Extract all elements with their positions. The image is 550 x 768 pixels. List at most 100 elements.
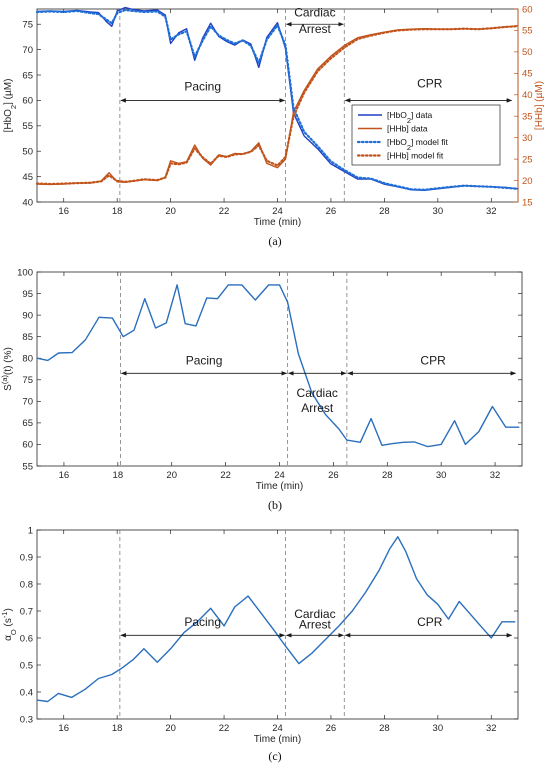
panel-caption: (a)	[268, 234, 281, 248]
y-tick-label: 1	[28, 525, 33, 536]
y2-axis-label: [HHb] (µM)	[534, 81, 545, 130]
y-axis-label: αO (s-1)	[0, 608, 18, 641]
y-tick-label: 45	[22, 172, 33, 183]
series-line-0	[36, 536, 516, 703]
y2-tick-label: 15	[522, 197, 533, 208]
y-tick-label: 70	[22, 45, 33, 56]
y2-tick-label: 20	[522, 176, 533, 187]
x-tick-label: 28	[379, 723, 390, 734]
y-tick-label: 40	[22, 197, 33, 208]
y-tick-label: 55	[22, 121, 33, 132]
legend-entry-label: [HHb] data	[387, 124, 428, 134]
y-tick-label: 75	[22, 20, 33, 31]
y2-tick-label: 30	[522, 133, 533, 144]
legend: [HbO2] data[HHb] data [HbO2] model fit[HH…	[351, 104, 501, 166]
x-tick-label: 20	[166, 470, 177, 481]
y-tick-label: 80	[22, 354, 33, 365]
phase-annotation: CPR	[417, 77, 443, 91]
y-tick-label: 0.4	[20, 687, 33, 698]
phase-annotation: Arrest	[299, 22, 332, 36]
y-tick-label: 0.3	[20, 714, 33, 725]
phase-annotation: Cardiac	[297, 386, 338, 400]
y2-tick-label: 60	[522, 4, 533, 15]
x-tick-label: 16	[58, 206, 69, 217]
phase-annotation: Pacing	[184, 615, 221, 629]
y2-tick-label: 40	[522, 90, 533, 101]
panel-caption: (c)	[268, 749, 281, 763]
x-tick-label: 30	[433, 723, 444, 734]
x-axis-label: Time (min)	[254, 734, 301, 745]
y-axis-label: [HbO2] (µM)	[3, 79, 18, 133]
y2-tick-label: 50	[522, 47, 533, 58]
y-tick-label: 70	[22, 397, 33, 408]
x-tick-label: 24	[274, 470, 285, 481]
y-tick-label: 75	[22, 375, 33, 386]
y2-tick-label: 35	[522, 112, 533, 123]
y2-tick-label: 55	[522, 26, 533, 37]
phase-annotation: Pacing	[186, 354, 223, 368]
x-tick-label: 20	[165, 723, 176, 734]
chart-panel-b: 16 18 20 22 24 26 28 30 32 55 60 65 70 75 80 85 90 95 100 T…	[0, 267, 523, 512]
y-tick-label: 90	[22, 310, 33, 321]
x-tick-label: 22	[219, 206, 230, 217]
x-tick-label: 30	[436, 470, 447, 481]
x-tick-label: 22	[220, 470, 231, 481]
phase-annotation: Arrest	[299, 618, 332, 632]
y-tick-label: 65	[22, 418, 33, 429]
x-tick-label: 32	[486, 723, 497, 734]
y-tick-label: 60	[22, 96, 33, 107]
y-tick-label: 50	[22, 147, 33, 158]
x-tick-label: 24	[272, 723, 283, 734]
series-line-2	[35, 8, 520, 191]
plot-area	[36, 271, 523, 467]
x-tick-label: 28	[382, 470, 393, 481]
x-tick-label: 26	[326, 206, 337, 217]
x-tick-label: 26	[326, 723, 337, 734]
x-tick-label: 18	[112, 206, 123, 217]
phase-annotation: CPR	[417, 615, 443, 629]
phase-annotation: Cardiac	[294, 607, 335, 621]
phase-annotation: CPR	[420, 354, 446, 368]
x-tick-label: 28	[379, 206, 390, 217]
x-tick-label: 32	[490, 470, 501, 481]
x-tick-label: 30	[433, 206, 444, 217]
x-tick-label: 18	[113, 470, 124, 481]
y2-tick-label: 45	[522, 69, 533, 80]
panel-caption: (b)	[268, 498, 282, 512]
x-tick-label: 22	[219, 723, 230, 734]
y-tick-label: 0.8	[20, 579, 33, 590]
phase-annotation: Pacing	[184, 79, 221, 93]
phase-annotation: Arrest	[301, 401, 334, 415]
x-tick-label: 16	[58, 723, 69, 734]
legend-entry-label: [HbO2] data	[387, 110, 433, 125]
y-tick-label: 65	[22, 70, 33, 81]
legend-entry-label: [HHb] model fit	[387, 151, 444, 161]
chart-panel-c: 16 18 20 22 24 26 28 30 32 0.3 0.4 0.5 0.6 0.7 0.8 0.9 1…	[0, 525, 519, 763]
legend-entry-label: [HbO2] model fit	[387, 137, 449, 152]
y-axis-label: S(a)(t) (%)	[0, 347, 14, 391]
y2-tick-label: 25	[522, 154, 533, 165]
plot-area	[36, 529, 519, 720]
y-tick-label: 0.9	[20, 552, 33, 563]
y-tick-label: 60	[22, 440, 33, 451]
x-tick-label: 24	[272, 206, 283, 217]
y-tick-label: 85	[22, 332, 33, 343]
series-line-0	[36, 284, 520, 448]
x-axis-label: Time (min)	[256, 481, 303, 492]
x-tick-label: 18	[112, 723, 123, 734]
x-axis-label: Time (min)	[254, 217, 301, 228]
x-tick-label: 20	[165, 206, 176, 217]
series-line-3	[35, 25, 520, 186]
phase-annotation: Cardiac	[294, 6, 335, 20]
y-tick-label: 100	[17, 267, 33, 278]
y-tick-label: 95	[22, 289, 33, 300]
y-tick-label: 55	[22, 461, 33, 472]
x-tick-label: 16	[59, 470, 70, 481]
y-tick-label: 0.5	[20, 660, 33, 671]
chart-panel-a: 16 18 20 22 24 26 28 30 32 40 45 50 55 60 65 70 75 15 20 25…	[3, 4, 545, 248]
y-tick-label: 0.6	[20, 633, 33, 644]
x-tick-label: 26	[328, 470, 339, 481]
y-tick-label: 0.7	[20, 606, 33, 617]
x-tick-label: 32	[486, 206, 497, 217]
